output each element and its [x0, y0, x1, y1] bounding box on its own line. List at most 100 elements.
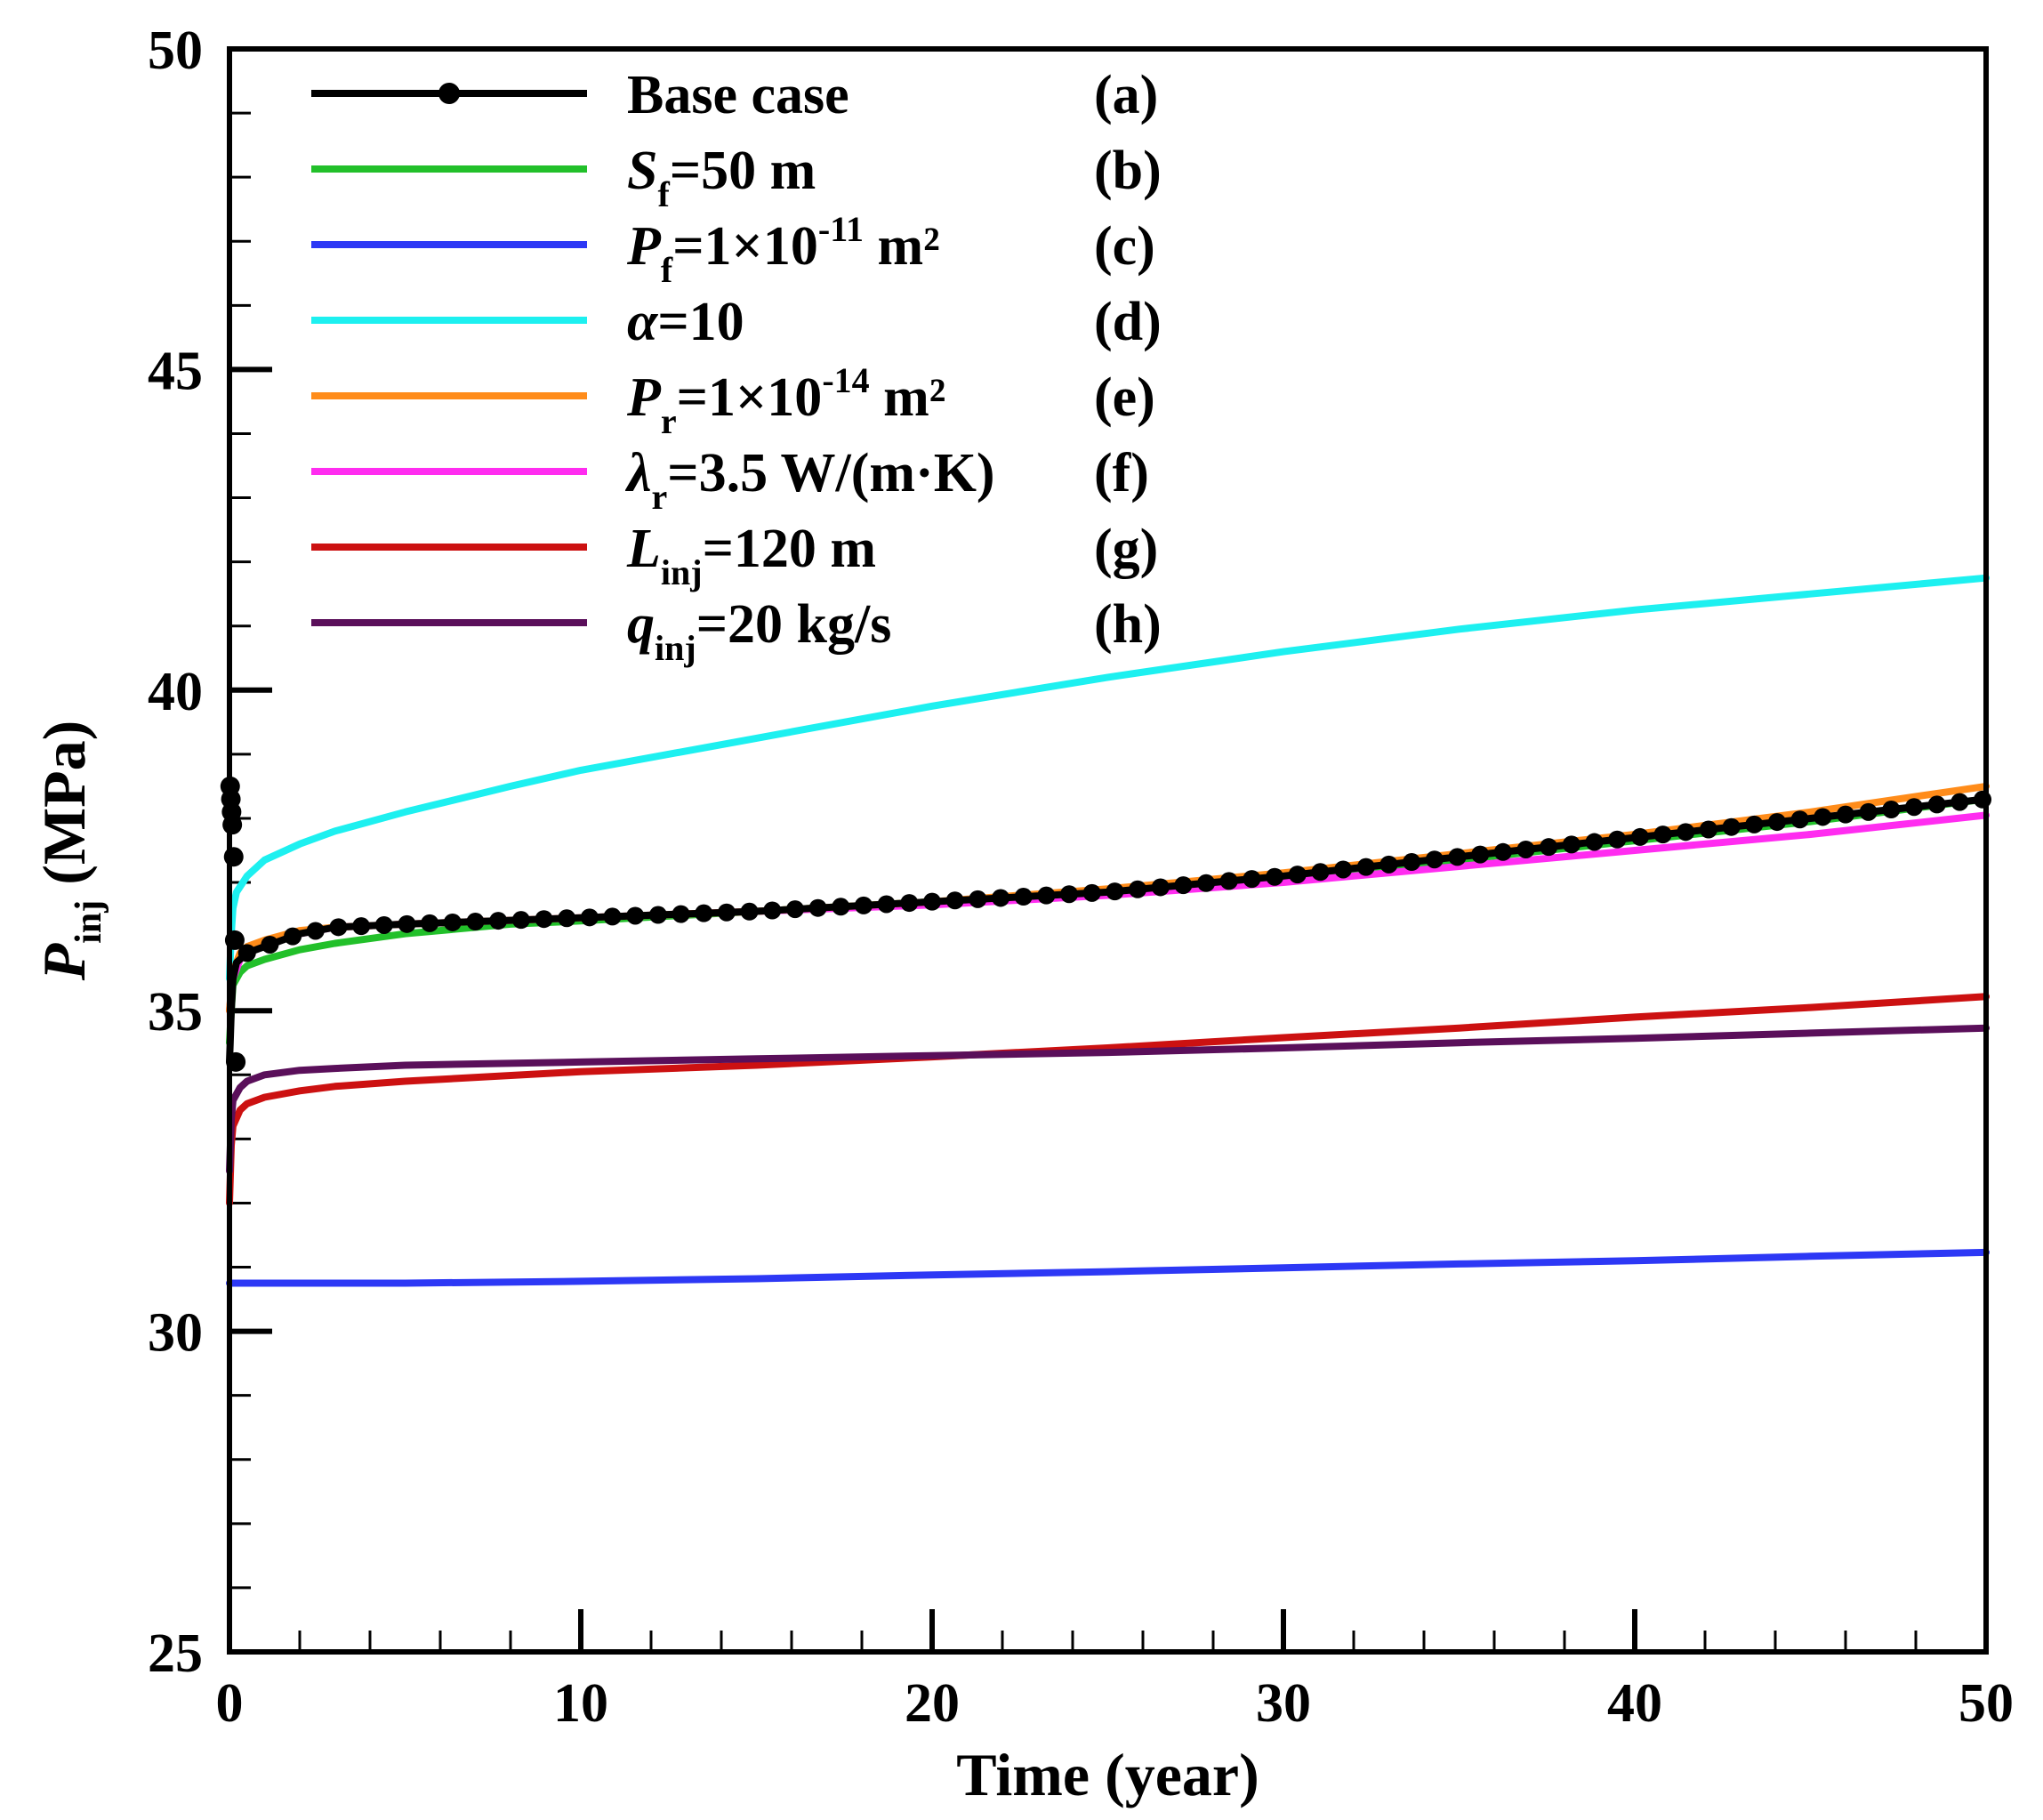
series-marker — [1859, 802, 1878, 821]
series-marker — [832, 898, 850, 916]
legend-label-rest: =10 — [657, 292, 744, 352]
series-marker — [1790, 810, 1809, 829]
series-marker — [535, 910, 553, 929]
series-marker — [329, 918, 348, 937]
legend-swatch-marker — [438, 83, 460, 104]
legend-item: α=10 (d) — [311, 292, 1162, 352]
series-marker — [900, 894, 919, 913]
series-marker — [672, 905, 690, 923]
series-marker — [1653, 825, 1672, 844]
y-axis-label-unit: (MPa) — [30, 721, 98, 900]
series-marker — [1699, 820, 1717, 839]
series-marker — [1562, 835, 1581, 854]
series-marker — [1082, 883, 1101, 902]
legend-tag: (g) — [1094, 519, 1158, 579]
series-marker — [1837, 805, 1854, 824]
legend-tag: (a) — [1094, 65, 1158, 125]
legend-label: Linj=120 m — [626, 519, 876, 592]
series-marker — [1493, 842, 1512, 861]
minor-ticks — [228, 47, 1988, 1654]
series-marker — [648, 906, 667, 924]
series-marker — [1471, 845, 1490, 864]
series-2 — [226, 1248, 1990, 1287]
series-marker — [1106, 882, 1124, 901]
y-tick-label: 35 — [148, 982, 203, 1043]
series-marker — [558, 909, 576, 928]
series-line — [226, 574, 1990, 983]
legend-label-main: q — [627, 594, 655, 655]
series-marker — [1403, 853, 1421, 872]
series-marker — [626, 906, 645, 925]
series-marker — [374, 915, 393, 934]
series-marker — [511, 911, 530, 930]
y-axis-label-main: P — [30, 943, 98, 981]
legend-label-sup: -11 — [818, 209, 864, 249]
series-marker — [352, 917, 371, 936]
legend-label-main: L — [626, 519, 661, 579]
series-marker — [1630, 827, 1649, 846]
series-marker — [1356, 858, 1375, 876]
series-marker — [808, 898, 827, 917]
x-tick-label: 0 — [216, 1673, 244, 1734]
legend-label-main: S — [627, 141, 657, 201]
series-marker — [1197, 874, 1216, 892]
legend-item: qinj=20 kg/s (h) — [311, 594, 1162, 668]
series-marker — [1814, 808, 1832, 826]
series-line — [226, 1024, 1990, 1175]
legend-label-main: P — [626, 367, 662, 428]
series-marker — [1905, 798, 1924, 817]
legend-label-rest: =20 kg/s — [696, 594, 892, 655]
legend-item: Pr=1×10-14 m² (e) — [311, 360, 1155, 441]
y-axis-label: Pinj (MPa) — [30, 721, 109, 982]
y-tick-label: 50 — [148, 20, 203, 81]
series-line — [226, 811, 1990, 1015]
series-marker — [695, 904, 713, 922]
series-marker — [854, 896, 873, 914]
tick-labels: 0 10 20 30 40 50 25 30 35 40 45 50 — [148, 20, 2014, 1734]
series-3 — [226, 574, 1990, 983]
legend-label-main: P — [626, 216, 662, 277]
y-tick-label: 40 — [148, 662, 203, 722]
series-marker — [923, 892, 941, 911]
legend-label-sub: r — [652, 477, 668, 517]
x-tick-label: 40 — [1607, 1673, 1662, 1734]
series-marker — [237, 944, 256, 962]
legend-label-sub: f — [661, 250, 673, 290]
legend-label-unit: m² — [864, 216, 940, 277]
series-marker — [466, 913, 485, 931]
series-marker — [421, 914, 439, 932]
major-ticks — [227, 46, 1989, 1655]
legend-tag: (e) — [1094, 367, 1155, 428]
series-marker — [443, 913, 462, 931]
series-marker — [1927, 795, 1946, 814]
series-marker — [306, 922, 325, 940]
series-marker — [785, 900, 804, 919]
series-marker — [1266, 867, 1284, 886]
series-marker — [1014, 888, 1033, 906]
series-7 — [226, 1024, 1990, 1175]
series-marker — [1243, 870, 1261, 889]
series-marker — [1951, 793, 1969, 811]
series-marker — [1540, 838, 1558, 857]
series-marker — [1722, 817, 1741, 836]
legend-label: Base case — [627, 65, 849, 125]
series-marker — [969, 890, 987, 908]
series-marker — [284, 927, 302, 946]
legend-item: Sf=50 m (b) — [311, 141, 1162, 214]
x-tick-label: 50 — [1959, 1673, 2014, 1734]
series-marker — [1516, 840, 1535, 858]
series-marker — [740, 902, 759, 921]
x-tick-label: 30 — [1256, 1673, 1311, 1734]
legend-label-main: Base case — [627, 65, 849, 125]
series-5 — [226, 811, 1990, 1015]
series-marker — [1745, 815, 1764, 833]
legend-label-main: α — [627, 292, 659, 352]
series-marker — [1608, 830, 1627, 849]
series-marker — [603, 907, 622, 926]
series-marker — [1219, 872, 1238, 890]
series-marker — [580, 908, 599, 927]
legend-label-rest: =1×10 — [677, 367, 823, 428]
legend-label-rest: =120 m — [703, 519, 876, 579]
series-marker — [1425, 850, 1444, 869]
